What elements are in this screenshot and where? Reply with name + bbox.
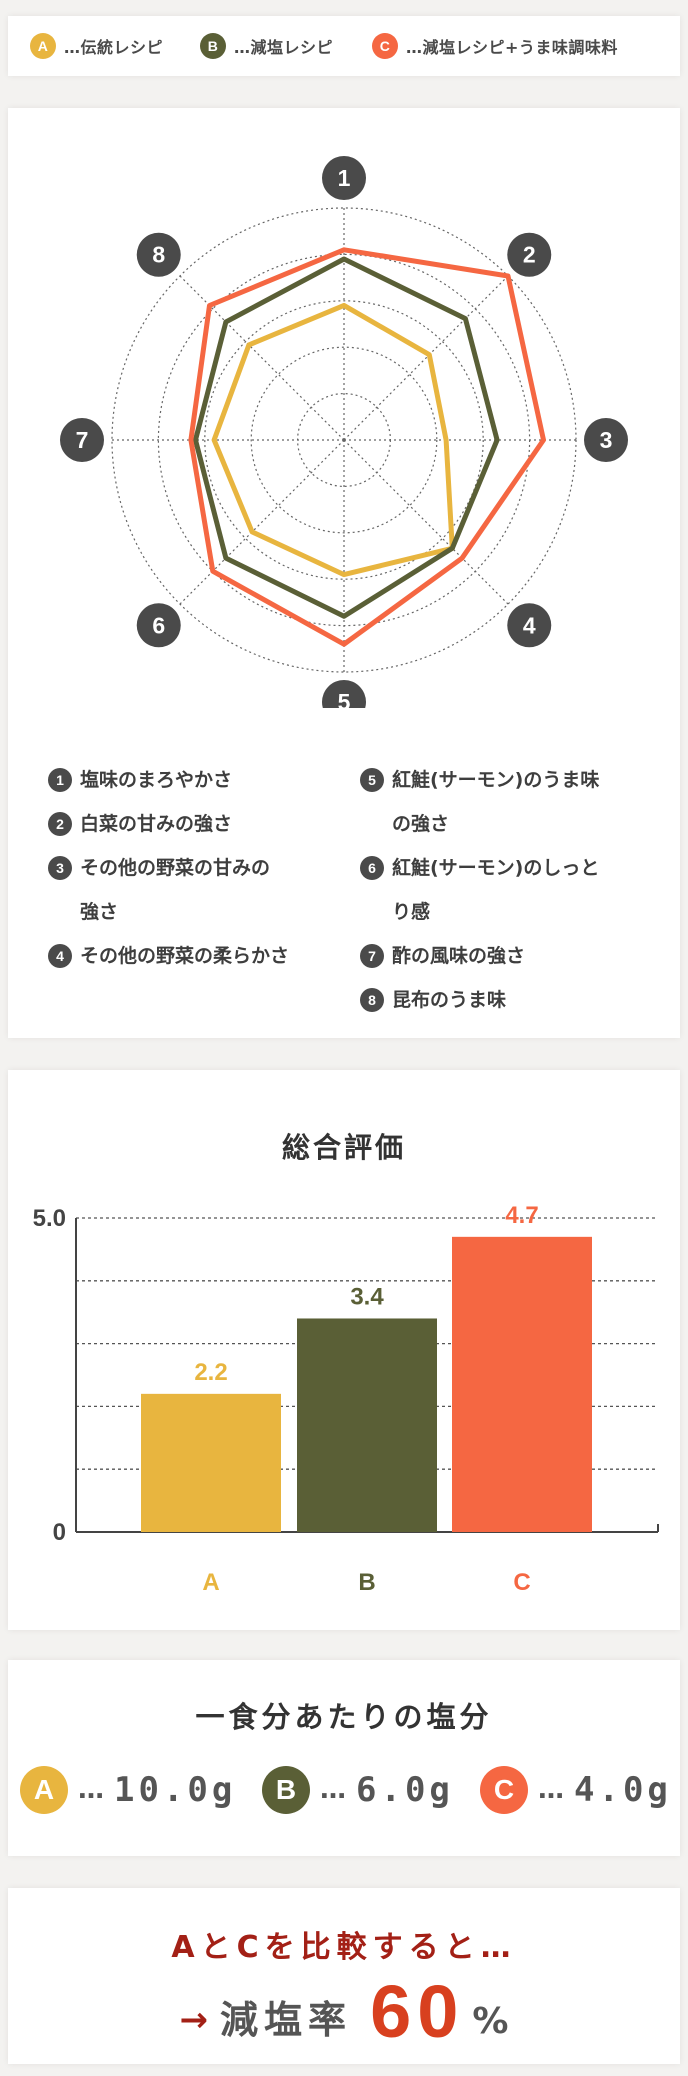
radar-axis-label: 2 (523, 242, 536, 268)
radar-axis-badge-2: 2 (507, 232, 552, 277)
legend-badge-a: A (30, 33, 56, 59)
bar-chart-card: 総合評価 0 5.0 2.2 A 3.4 B 4.7 C (8, 1070, 680, 1630)
radar-axis-item-text: 昆布のうま味 (392, 989, 507, 1011)
radar-axis-item-2: 2 白菜の甘みの強さ (48, 802, 232, 846)
radar-ring (250, 346, 438, 534)
radar-chart: 1 2 3 4 5 6 7 8 (60, 156, 628, 708)
radar-axis-item-text: その他の野菜の甘みの 強さ (80, 857, 271, 923)
radar-axis-item-text: 紅鮭(サーモン)のうま味 の強さ (392, 769, 600, 835)
radar-axis-item-badge: 6 (360, 856, 384, 880)
bar-value-label: 4.7 (505, 1202, 538, 1229)
radar-spoke (179, 275, 345, 441)
radar-axis-label: 5 (338, 689, 351, 708)
legend: A …伝統レシピ B …減塩レシピ C …減塩レシピ+うま味調味料 (8, 16, 680, 76)
radar-axis-label: 3 (600, 427, 613, 453)
radar-axis-label: 4 (523, 612, 536, 638)
radar-series-b (193, 256, 500, 619)
salt-badge-b: B (262, 1766, 310, 1814)
radar-axis-badge-7: 7 (60, 418, 104, 462)
y-tick-label: 0 (53, 1519, 66, 1546)
bar-chart: 0 5.0 2.2 A 3.4 B 4.7 C (33, 1202, 659, 1596)
radar-axis-item-text: 塩味のまろやかさ (80, 769, 233, 791)
radar-axis-item-badge: 1 (48, 768, 72, 792)
radar-axis-badge-1: 1 (322, 156, 366, 200)
compare-row: → 減塩率 60 % (8, 1972, 680, 2052)
radar-series (188, 247, 546, 647)
legend-badge-b: B (200, 33, 226, 59)
radar-axis-label: 8 (152, 242, 165, 268)
radar-series-c (188, 247, 546, 647)
radar-axis-badge-5: 5 (322, 680, 366, 708)
bar-b (297, 1318, 437, 1532)
bar-value-label: 3.4 (350, 1283, 384, 1310)
radar-grid (111, 207, 577, 673)
radar-axis-label: 7 (76, 427, 89, 453)
radar-axis-label: 6 (152, 612, 165, 638)
radar-axis-badge-3: 3 (584, 418, 628, 462)
radar-axis-item-text: 白菜の甘みの強さ (80, 813, 233, 835)
reduction-value: 60 (370, 1970, 465, 2053)
radar-axis-item-badge: 7 (360, 944, 384, 968)
radar-spoke (179, 439, 345, 605)
salt-item-c: C … 4.0g (480, 1762, 672, 1818)
legend-label-a: …伝統レシピ (64, 38, 164, 57)
radar-series-a (211, 302, 455, 578)
bar-value-label: 2.2 (194, 1359, 227, 1386)
radar-axis-item-badge: 4 (48, 944, 72, 968)
radar-axis-item-text: 酢の風味の強さ (392, 945, 526, 967)
reduction-label: 減塩率 (220, 1998, 353, 2042)
radar-axis-item-8: 8 昆布のうま味 (360, 978, 506, 1022)
salt-item-a: A … 10.0g (20, 1762, 236, 1818)
radar-axis-item-1: 1 塩味のまろやかさ (48, 758, 232, 802)
radar-axis-item-5: 5 紅鮭(サーモン)のうま味 の強さ (360, 758, 599, 846)
radar-axis-item-4: 4 その他の野菜の柔らかさ (48, 934, 289, 978)
bar-category-label: B (358, 1569, 375, 1596)
bar-a (141, 1393, 281, 1532)
radar-axis-badge-8: 8 (136, 232, 181, 277)
radar-axis-item-badge: 8 (360, 988, 384, 1012)
compare-card: AとCを比較すると… → 減塩率 60 % (8, 1888, 680, 2064)
salt-badge-a: A (20, 1766, 68, 1814)
arrow-right-icon: → (179, 2000, 209, 2040)
salt-sep-a: … (78, 1775, 104, 1805)
radar-axis-item-7: 7 酢の風味の強さ (360, 934, 525, 978)
radar-spoke (343, 439, 509, 605)
bar-category-label: A (202, 1569, 219, 1596)
radar-axis-item-badge: 5 (360, 768, 384, 792)
salt-title: 一食分あたりの塩分 (195, 1700, 493, 1734)
radar-ring (204, 300, 484, 580)
salt-item-b: B … 6.0g (262, 1762, 454, 1818)
radar-axis-item-badge: 2 (48, 812, 72, 836)
salt-sep-b: … (320, 1775, 346, 1805)
legend-item-c: C …減塩レシピ+うま味調味料 (372, 16, 618, 76)
salt-value-b: 6.0g (356, 1770, 454, 1810)
salt-card: 一食分あたりの塩分 A … 10.0g B … 6.0g C … 4.0g (8, 1660, 680, 1856)
radar-axis-label: 1 (338, 165, 351, 191)
radar-axis-item-text: 紅鮭(サーモン)のしっと り感 (392, 857, 600, 923)
salt-sep-c: … (538, 1775, 564, 1805)
radar-axis-item-6: 6 紅鮭(サーモン)のしっと り感 (360, 846, 599, 934)
legend-label-c: …減塩レシピ+うま味調味料 (406, 38, 618, 57)
radar-chart-card: 1 2 3 4 5 6 7 8 1 塩味のまろやかさ 2 白菜の甘みの強さ 3 その他の野菜の甘みの 強さ… (8, 108, 680, 1038)
legend-label-b: …減塩レシピ (234, 38, 334, 57)
legend-badge-c: C (372, 33, 398, 59)
radar-axis-badge-4: 4 (507, 603, 552, 648)
compare-title: AとCを比較すると… (171, 1930, 517, 1965)
y-tick-label: 5.0 (33, 1205, 66, 1232)
bar-c (452, 1236, 592, 1532)
legend-item-a: A …伝統レシピ (30, 16, 163, 76)
radar-axis-item-3: 3 その他の野菜の甘みの 強さ (48, 846, 270, 934)
radar-axis-badges: 1 2 3 4 5 6 7 8 (60, 156, 628, 708)
salt-value-c: 4.0g (574, 1770, 672, 1810)
radar-axis-item-text: その他の野菜の柔らかさ (80, 945, 290, 967)
bar-category-label: C (513, 1569, 530, 1596)
bar-chart-title: 総合評価 (281, 1131, 406, 1164)
legend-item-b: B …減塩レシピ (200, 16, 333, 76)
reduction-unit: % (472, 2001, 509, 2042)
salt-badge-c: C (480, 1766, 528, 1814)
radar-spoke (343, 275, 509, 441)
radar-axis-item-badge: 3 (48, 856, 72, 880)
radar-axis-badge-6: 6 (136, 603, 181, 648)
salt-value-a: 10.0g (114, 1770, 237, 1810)
